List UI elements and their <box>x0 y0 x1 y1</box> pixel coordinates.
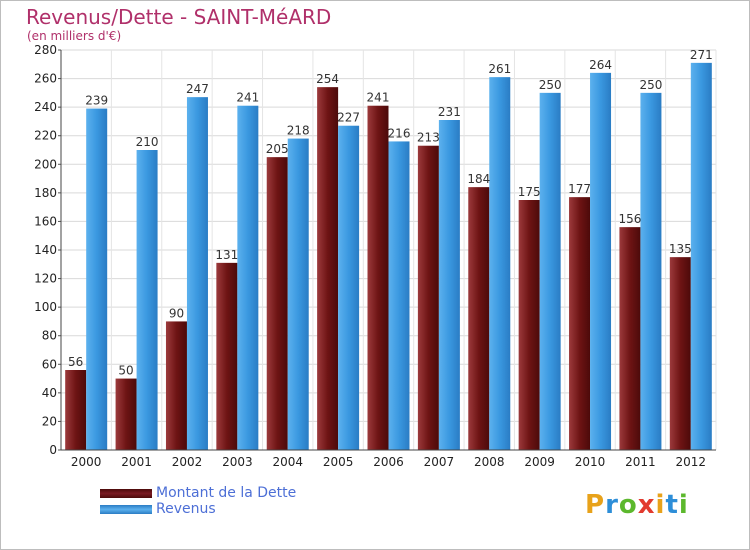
logo-letter: i <box>655 490 666 520</box>
debt-bar-value-label: 175 <box>518 185 541 199</box>
revenus-bar-value-label: 261 <box>488 62 511 76</box>
debt-bar <box>216 262 238 450</box>
revenus-bar-value-label: 239 <box>85 94 108 108</box>
y-tick-label: 40 <box>42 386 57 400</box>
y-tick-label: 140 <box>34 243 57 257</box>
legend-label-debt: Montant de la Dette <box>156 485 297 501</box>
labels-layer: 56 239 50 210 90 247 131 241 205 218 254 227 241 216 2… <box>68 48 713 378</box>
revenus-bar-value-label: 227 <box>337 111 360 125</box>
debt-bar <box>569 197 591 450</box>
revenus-bar-value-label: 216 <box>388 126 411 140</box>
y-tick-label: 220 <box>34 129 57 143</box>
debt-bar-value-label: 56 <box>68 355 83 369</box>
proxiti-logo: Proxiti <box>585 490 689 520</box>
revenus-bar <box>237 105 259 450</box>
axis-layer: 0 20 40 60 80 100 120 140 160 180 200 220 240 260 280 2… <box>34 43 716 469</box>
legend-swatch-debt <box>100 489 152 498</box>
debt-bar <box>317 87 339 451</box>
revenus-bar <box>136 150 158 450</box>
debt-bar-value-label: 90 <box>169 306 184 320</box>
debt-bar-value-label: 131 <box>215 248 238 262</box>
revenus-bar <box>287 138 309 451</box>
revenus-bar <box>640 92 662 450</box>
legend-swatch-revenus <box>100 505 152 514</box>
x-tick-label: 2006 <box>373 455 404 469</box>
x-tick-label: 2007 <box>424 455 455 469</box>
logo-letter: t <box>665 490 679 520</box>
revenus-bar <box>489 77 511 451</box>
x-tick-label: 2009 <box>524 455 555 469</box>
debt-bar-value-label: 205 <box>266 142 289 156</box>
debt-bar <box>468 187 490 450</box>
debt-bar <box>165 321 187 450</box>
revenus-bar-value-label: 271 <box>690 48 713 62</box>
x-tick-label: 2002 <box>172 455 203 469</box>
debt-bar <box>518 200 540 450</box>
y-tick-label: 100 <box>34 300 57 314</box>
x-tick-label: 2001 <box>121 455 152 469</box>
y-tick-label: 280 <box>34 43 57 57</box>
debt-bar-value-label: 135 <box>669 242 692 256</box>
x-tick-label: 2003 <box>222 455 253 469</box>
y-tick-label: 0 <box>49 443 57 457</box>
revenus-bar <box>86 108 108 451</box>
chart-title: Revenus/Dette - SAINT-MéARD <box>26 5 332 29</box>
logo-letter: i <box>678 490 689 520</box>
revenus-bar-value-label: 250 <box>639 78 662 92</box>
logo-letter: r <box>605 490 619 520</box>
revenus-bar <box>539 92 561 450</box>
x-tick-label: 2011 <box>625 455 656 469</box>
y-tick-label: 120 <box>34 272 57 286</box>
y-tick-label: 200 <box>34 157 57 171</box>
debt-bar <box>115 378 137 450</box>
bars-layer <box>65 62 712 451</box>
logo-letter: P <box>585 490 606 520</box>
debt-bar <box>669 257 691 450</box>
debt-bar-value-label: 156 <box>618 212 641 226</box>
revenus-bar <box>438 120 460 450</box>
debt-bar <box>619 227 641 450</box>
debt-bar-value-label: 241 <box>367 91 390 105</box>
debt-bar-value-label: 177 <box>568 182 591 196</box>
revenus-bar-value-label: 250 <box>539 78 562 92</box>
revenus-bar-value-label: 210 <box>136 135 159 149</box>
revenus-bar-value-label: 218 <box>287 124 310 138</box>
revenus-bar <box>338 125 360 450</box>
debt-bar-value-label: 50 <box>118 364 133 378</box>
x-tick-label: 2004 <box>272 455 303 469</box>
logo-letter: o <box>618 490 638 520</box>
x-tick-label: 2008 <box>474 455 505 469</box>
debt-bar <box>65 370 87 450</box>
y-tick-label: 160 <box>34 214 57 228</box>
y-tick-label: 240 <box>34 100 57 114</box>
revenus-bar <box>590 72 612 450</box>
debt-bar <box>266 157 288 450</box>
x-tick-label: 2000 <box>71 455 102 469</box>
debt-bar-value-label: 213 <box>417 131 440 145</box>
y-tick-label: 260 <box>34 72 57 86</box>
debt-bar <box>417 145 439 450</box>
debt-bar-value-label: 184 <box>467 172 490 186</box>
revenus-bar-value-label: 264 <box>589 58 612 72</box>
logo-letter: x <box>637 490 656 520</box>
debt-bar <box>367 105 389 450</box>
y-tick-label: 60 <box>42 357 57 371</box>
x-tick-label: 2005 <box>323 455 354 469</box>
chart-subtitle: (en milliers d'€) <box>27 29 122 43</box>
revenus-bar <box>186 97 208 451</box>
x-tick-label: 2010 <box>575 455 606 469</box>
y-tick-label: 180 <box>34 186 57 200</box>
legend-label-revenus: Revenus <box>156 501 216 517</box>
revenus-bar <box>690 62 712 450</box>
y-tick-label: 20 <box>42 414 57 428</box>
revenus-bar-value-label: 247 <box>186 82 209 96</box>
x-tick-label: 2012 <box>676 455 707 469</box>
revenus-bar-value-label: 231 <box>438 105 461 119</box>
y-tick-label: 80 <box>42 329 57 343</box>
debt-bar-value-label: 254 <box>316 72 339 86</box>
revenus-bar-value-label: 241 <box>236 91 259 105</box>
revenus-bar <box>388 141 410 450</box>
